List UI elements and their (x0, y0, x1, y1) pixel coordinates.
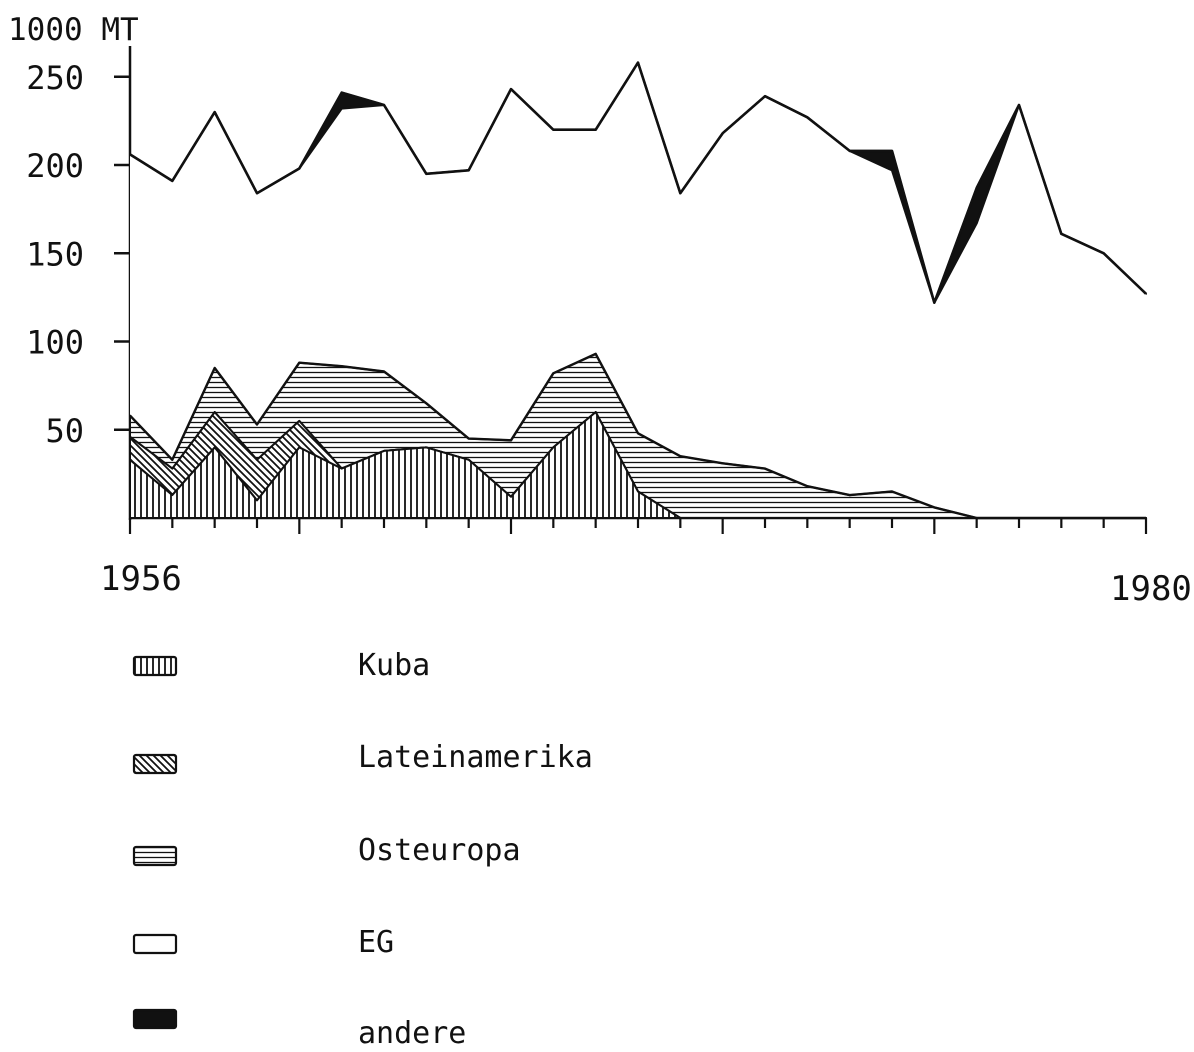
series-line-osteuropa (129, 352, 1146, 520)
x-end-label: 1980 (1110, 569, 1192, 609)
stacked-areas (129, 61, 1147, 520)
legend-swatch-eg (132, 933, 178, 955)
legend-swatch-andere (132, 1008, 178, 1030)
y-tick-label: 100 (26, 324, 84, 362)
legend-label-eg: EG (358, 925, 394, 960)
y-tick-label: 50 (45, 412, 84, 450)
area-eg (130, 62, 1146, 518)
legend-label-lateinamerika: Lateinamerika (358, 740, 593, 775)
y-tick-label: 150 (26, 235, 84, 273)
x-start-label: 1956 (100, 559, 182, 599)
legend-label-andere: andere (358, 1016, 466, 1051)
legend-swatch-osteuropa (132, 845, 178, 867)
legend-swatch-lateinamerika (132, 753, 178, 775)
legend: Kuba Lateinamerika Osteuropa EG andere (132, 648, 593, 1051)
x-ticks (128, 518, 1148, 534)
y-tick-label: 200 (26, 147, 84, 185)
legend-label-kuba: Kuba (358, 648, 430, 683)
y-ticks: 50 100 150 200 250 (26, 59, 130, 450)
y-axis-unit-label: 1000 MT (8, 12, 139, 48)
y-tick-label: 250 (26, 59, 84, 97)
series-line-eg (129, 61, 1147, 304)
legend-label-osteuropa: Osteuropa (358, 833, 521, 868)
legend-swatch-kuba (132, 655, 178, 677)
